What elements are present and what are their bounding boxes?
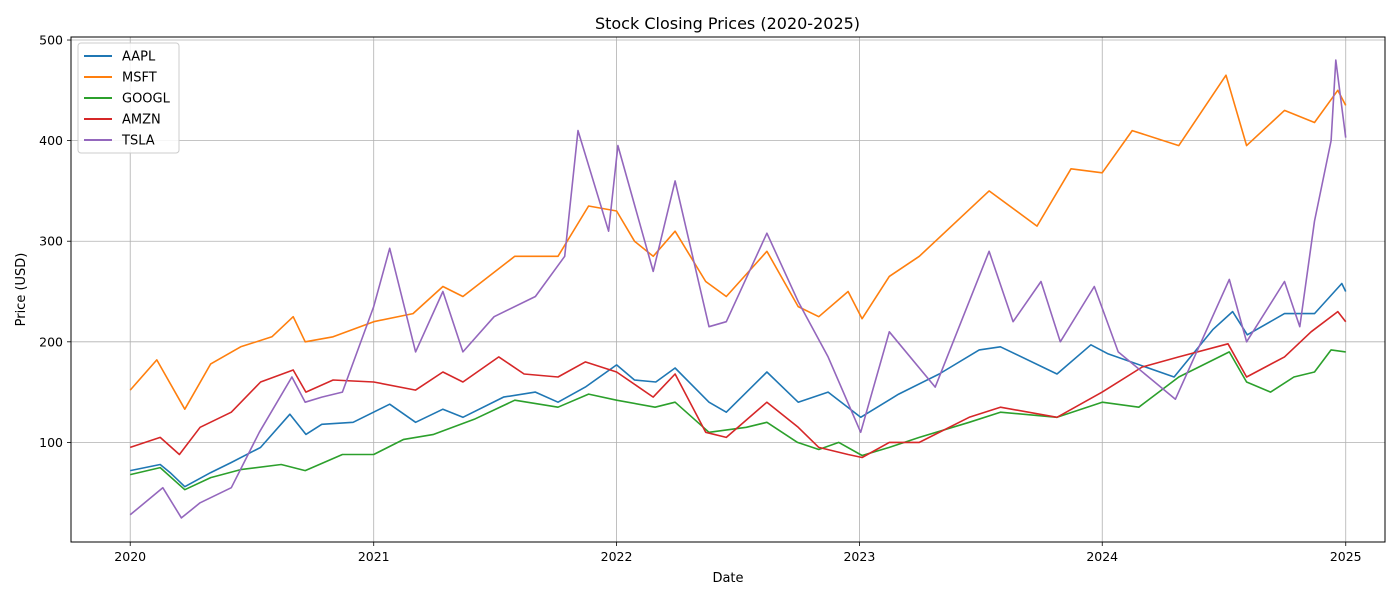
legend-box — [77, 42, 180, 154]
x-tick-label: 2021 — [358, 549, 390, 564]
legend-label-aapl: AAPL — [122, 50, 156, 65]
legend-label-googl: GOOGL — [122, 92, 171, 107]
legend-label-amzn: AMZN — [122, 113, 161, 128]
x-tick-label: 2025 — [1330, 549, 1362, 564]
y-tick-label: 500 — [39, 33, 63, 48]
series-lines — [129, 59, 1347, 519]
chart-title: Stock Closing Prices (2020-2025) — [595, 14, 860, 33]
series-line-amzn — [129, 310, 1347, 459]
y-tick-label: 200 — [39, 334, 63, 349]
grid — [71, 37, 1385, 542]
x-tick-label: 2024 — [1086, 549, 1118, 564]
legend-label-tsla: TSLA — [121, 134, 155, 149]
plot-frame — [70, 36, 1386, 543]
legend-label-msft: MSFT — [122, 71, 157, 86]
series-line-tsla — [129, 59, 1347, 519]
y-tick-label: 300 — [39, 234, 63, 249]
x-tick-label: 2023 — [843, 549, 875, 564]
series-line-googl — [130, 349, 1346, 491]
y-axis-ticks: 100 200 300 400 500 — [39, 33, 71, 450]
series-line-aapl — [130, 282, 1347, 488]
x-tick-label: 2022 — [601, 549, 633, 564]
x-axis-label: Date — [712, 571, 743, 586]
legend: AAPL MSFT GOOGL AMZN TSLA — [77, 42, 180, 154]
y-axis-label: Price (USD) — [14, 253, 29, 327]
x-tick-label: 2020 — [114, 549, 146, 564]
series-line-msft — [129, 74, 1347, 411]
y-tick-label: 100 — [39, 435, 63, 450]
x-axis-ticks: 2020 2021 2022 2023 2024 2025 — [114, 542, 1362, 564]
y-tick-label: 400 — [39, 133, 63, 148]
